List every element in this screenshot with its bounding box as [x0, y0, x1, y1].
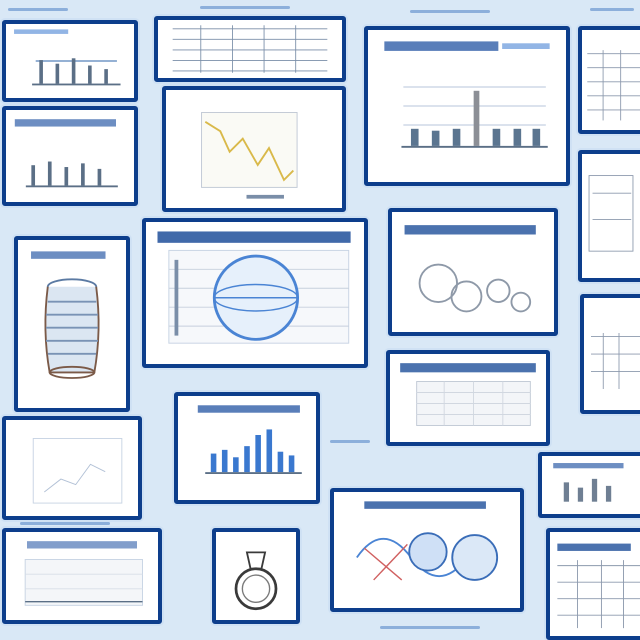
tile-ring-illustration — [212, 528, 300, 624]
sketch-graphic — [588, 175, 634, 252]
tile-blue-bar-chart — [174, 392, 320, 504]
small-chart-graphic — [553, 463, 624, 502]
tile-small-chart-right — [538, 452, 640, 518]
network-spheres-graphic — [356, 501, 499, 581]
bar-chart-graphic — [384, 41, 550, 148]
barrel-graphic — [31, 251, 106, 379]
tile-network-spheres — [330, 488, 524, 612]
line-plot-graphic — [24, 541, 143, 606]
tile-bar-chart-top-right-large — [364, 26, 570, 186]
blue-bar-chart-graphic — [197, 405, 302, 474]
column-chart-graphic — [14, 29, 121, 86]
table-graphic — [591, 333, 640, 389]
scribble-mark — [410, 10, 490, 13]
scribble-mark — [20, 522, 110, 525]
tile-grid-table-top — [154, 16, 346, 82]
tile-table-right-edge — [580, 294, 640, 414]
scribble-mark — [200, 6, 290, 9]
tile-globe-chart-center — [142, 218, 368, 368]
line-chart-graphic — [201, 112, 298, 199]
tile-table-bottom-right — [546, 528, 640, 640]
blank-panel-graphic — [32, 438, 123, 504]
tile-grid-chart-mid-right — [386, 350, 550, 446]
ring-graphic — [234, 551, 278, 611]
scribble-mark — [8, 8, 68, 11]
spreadsheet-graphic — [587, 50, 640, 121]
globe-chart-graphic — [157, 231, 351, 344]
tile-barrel-illustration — [14, 236, 130, 412]
tile-blank-panel-left — [2, 416, 142, 520]
bar-chart-graphic — [14, 119, 118, 188]
tile-spreadsheet-top-far-right — [578, 26, 640, 134]
tile-line-chart-small — [162, 86, 346, 212]
tile-sketch-diagram-right — [388, 208, 558, 336]
table-grid-graphic — [172, 25, 328, 73]
scribble-mark — [330, 440, 370, 443]
scribble-mark — [380, 626, 480, 629]
grid-chart-graphic — [400, 363, 536, 426]
tile-line-plot-bottom-left — [2, 528, 162, 624]
table-graphic — [557, 543, 640, 629]
scribble-mark — [590, 8, 634, 11]
tile-column-chart-top-left — [2, 20, 138, 102]
tile-bar-chart-left — [2, 106, 138, 206]
sketch-diagram-graphic — [404, 225, 536, 313]
tile-sketch-mid-right — [578, 150, 640, 282]
